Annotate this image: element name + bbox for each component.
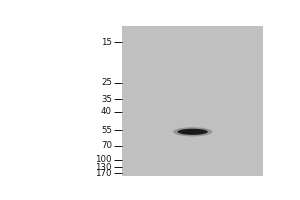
Text: 15: 15 (101, 38, 112, 47)
Ellipse shape (182, 129, 203, 134)
Text: 130: 130 (95, 163, 112, 172)
Text: 40: 40 (101, 107, 112, 116)
Text: 170: 170 (95, 169, 112, 178)
Text: 35: 35 (101, 95, 112, 104)
Ellipse shape (173, 127, 212, 136)
Text: 70: 70 (101, 141, 112, 150)
Text: 100: 100 (95, 155, 112, 164)
Text: 25: 25 (101, 78, 112, 87)
Bar (122, 26, 263, 176)
Text: 55: 55 (101, 126, 112, 135)
Ellipse shape (178, 129, 208, 135)
